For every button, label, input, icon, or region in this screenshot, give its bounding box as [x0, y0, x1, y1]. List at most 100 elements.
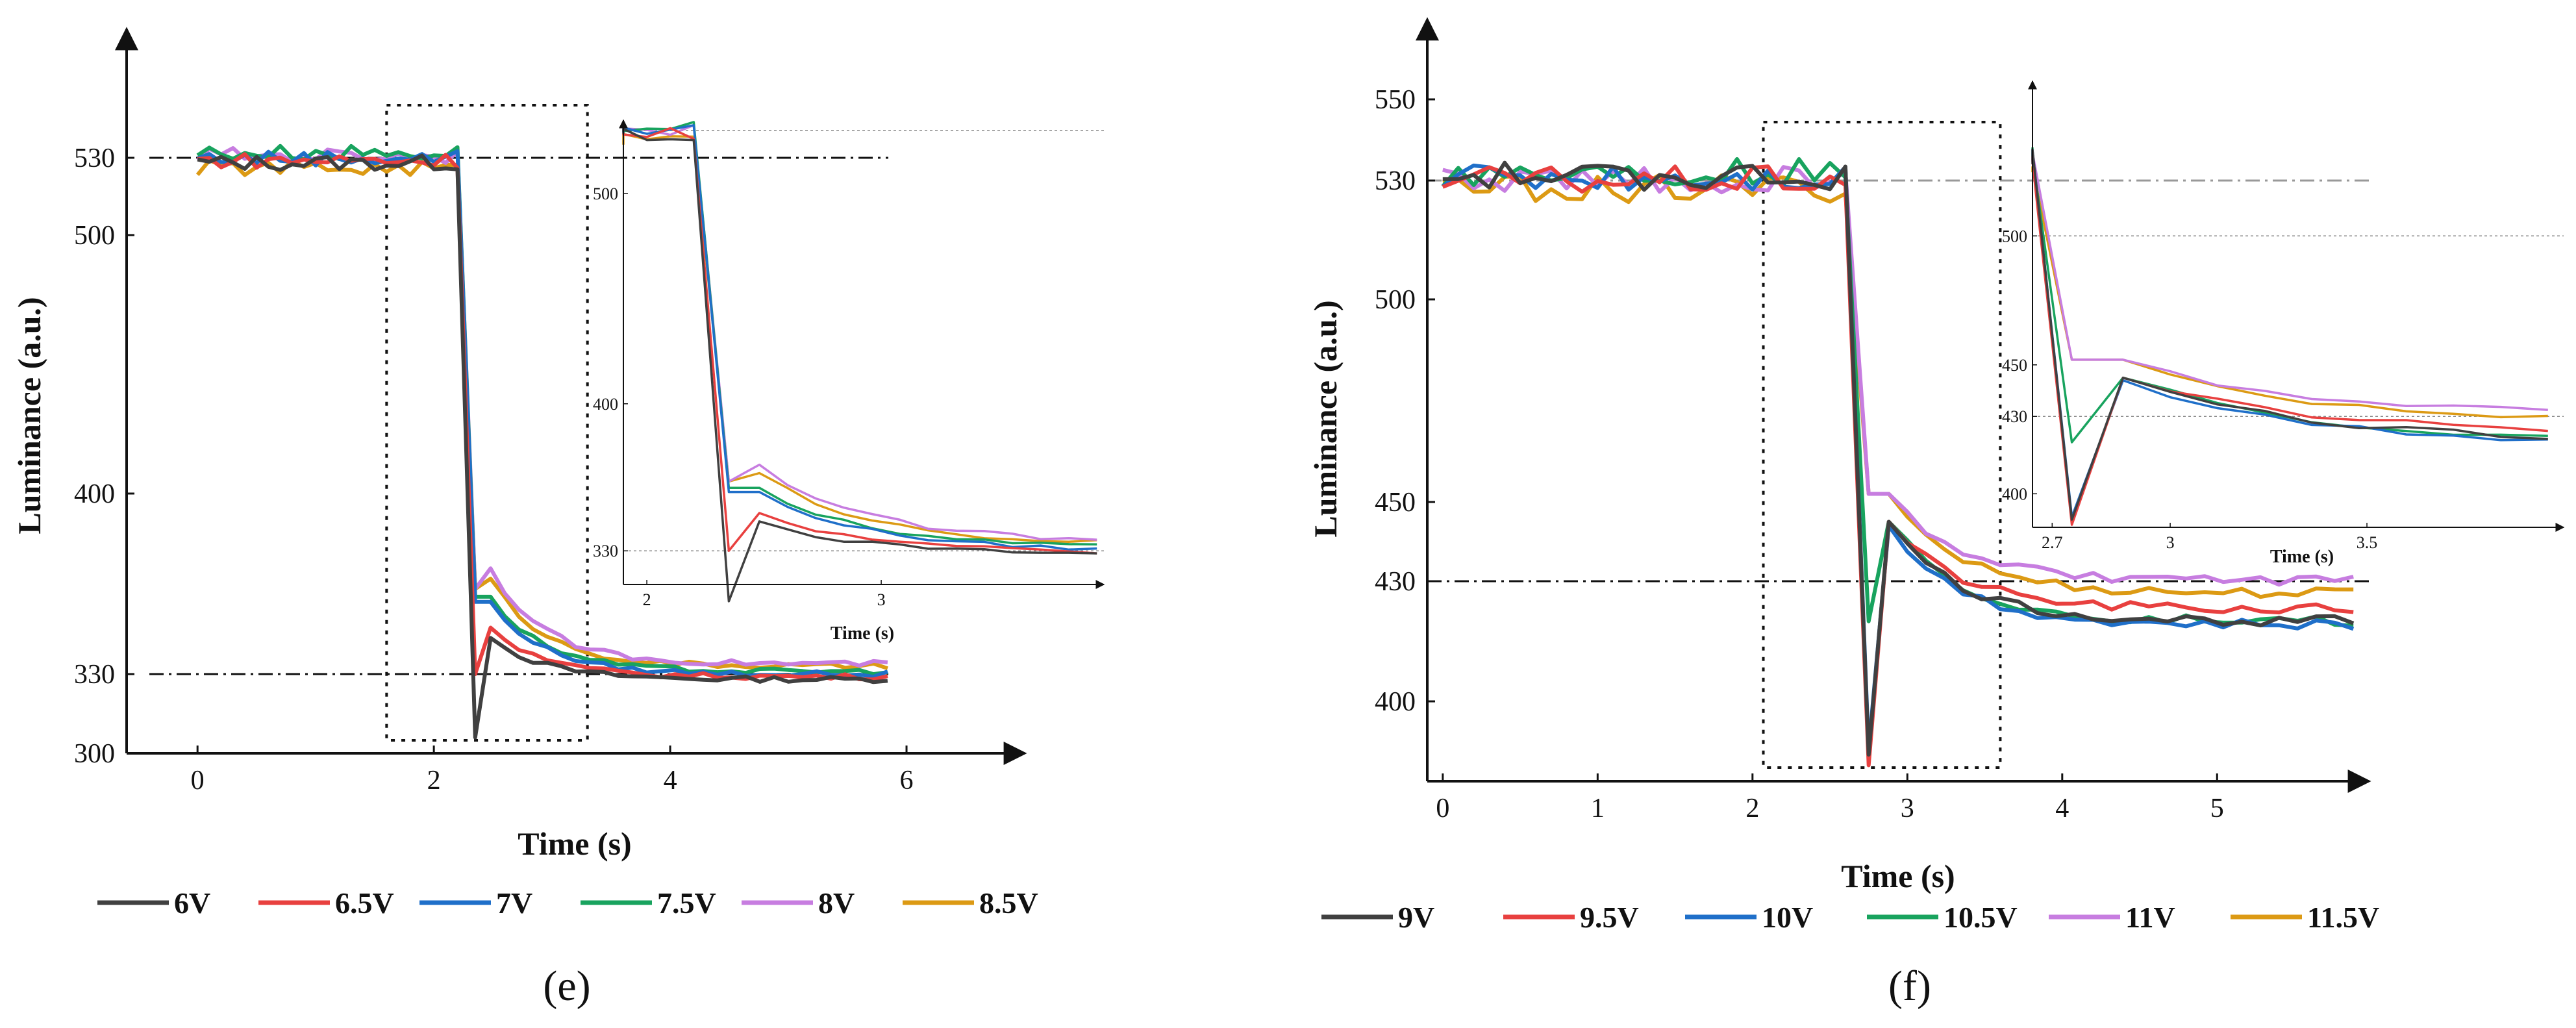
x-tick-label: 4 — [664, 766, 677, 796]
inset-y-tick-label: 430 — [2002, 407, 2027, 426]
series-line-8.5V — [195, 158, 888, 671]
series-line-10.5V — [1441, 157, 2354, 628]
highlight-box — [385, 104, 589, 742]
inset-series-line-8.5V — [622, 132, 1097, 544]
series-line-10V — [1441, 163, 2355, 751]
x-tick-label: 1 — [1591, 794, 1605, 823]
inset-series-line-6.5V — [622, 127, 1097, 555]
legend-label: 11.5V — [2307, 901, 2379, 934]
legend-item-9.5V: 9.5V — [1503, 901, 1639, 934]
series-lines — [195, 144, 888, 740]
inset-x-tick-label: 3 — [2166, 533, 2175, 552]
y-ticks: 400 430 450 500 530 550 — [1375, 85, 1435, 717]
chart-panel-f: 400 430 450 500 530 550 0 1 2 3 4 5 Time (s) Lumin… — [1307, 17, 2565, 1010]
series-line-8V — [196, 146, 888, 668]
x-ticks: 0 2 4 6 — [191, 746, 914, 796]
y-tick-label: 500 — [1375, 285, 1416, 315]
x-tick-label: 2 — [427, 766, 441, 796]
inset-x-tick-label: 2.7 — [2042, 533, 2063, 552]
inset-x-tick-label: 2 — [643, 590, 651, 609]
legend-label: 9.5V — [1580, 901, 1639, 934]
inset-reference-lines — [2032, 235, 2564, 417]
inset-x-tick-label: 3 — [877, 590, 886, 609]
inset-x-tick-label: 3.5 — [2357, 533, 2378, 552]
inset-series-line-10.5V — [2031, 147, 2548, 444]
legend-item-8.5V: 8.5V — [903, 886, 1038, 920]
x-tick-label: 5 — [2210, 794, 2224, 823]
y-tick-label: 450 — [1375, 488, 1416, 518]
series-line-7.5V — [196, 144, 888, 677]
legend-item-11V: 11V — [2049, 901, 2175, 934]
series-line-6V — [197, 153, 888, 740]
legend-label: 6V — [174, 886, 210, 920]
x-tick-label: 6 — [900, 766, 914, 796]
inset-series-line-9V — [2031, 148, 2548, 521]
axes — [1416, 17, 2371, 793]
inset-x-ticks: 2.7 3 3.5 — [2042, 523, 2377, 552]
reference-lines — [149, 157, 888, 675]
y-axis-label: Luminance (a.u.) — [1307, 300, 1344, 537]
legend-label: 11V — [2125, 901, 2175, 934]
inset-y-tick-label: 500 — [593, 184, 618, 203]
axes — [115, 27, 1027, 765]
legend-item-6V: 6V — [97, 886, 210, 920]
inset-axes — [2028, 80, 2565, 532]
inset-axes — [619, 119, 1105, 589]
series-line-9.5V — [1442, 164, 2354, 768]
inset-reference-lines — [623, 130, 1104, 551]
series-line-9V — [1442, 160, 2355, 757]
y-tick-label: 550 — [1375, 85, 1416, 115]
inset-series-line-11.5V — [2031, 166, 2548, 419]
series-line-7V — [197, 149, 888, 679]
inset-series-line-7.5V — [622, 121, 1097, 545]
x-tick-label: 0 — [191, 766, 205, 796]
series-lines — [1441, 157, 2355, 768]
y-tick-label: 500 — [74, 221, 115, 251]
x-tick-label: 4 — [2055, 794, 2069, 823]
x-axis-label: Time (s) — [518, 825, 631, 862]
series-line-6.5V — [197, 152, 888, 682]
inset-series-line-7V — [622, 124, 1097, 551]
legend: 9V 9.5V 10V 10.5V 11V 11.5V — [1321, 901, 2379, 934]
y-tick-label: 430 — [1375, 567, 1416, 597]
legend-item-7.5V: 7.5V — [581, 886, 716, 920]
panel-label-f: (f) — [1888, 962, 1931, 1010]
y-tick-label: 330 — [74, 660, 115, 690]
inset-y-tick-label: 500 — [2002, 227, 2027, 245]
inset-x-axis-label: Time (s) — [2270, 547, 2334, 567]
legend-item-8V: 8V — [742, 886, 855, 920]
series-line-11V — [1442, 165, 2354, 587]
inset-series-line-9.5V — [2031, 156, 2548, 526]
inset-chart: 400 430 450 500 2.7 3 3.5 Time (s) — [2002, 80, 2565, 567]
y-tick-label: 400 — [74, 479, 115, 509]
y-axis-label: Luminance (a.u.) — [11, 297, 47, 534]
x-ticks: 0 1 2 3 4 5 — [1436, 773, 2224, 823]
inset-series-line-6V — [622, 127, 1097, 603]
x-tick-label: 2 — [1745, 794, 1759, 823]
panel-label-e: (e) — [543, 962, 590, 1010]
legend-label: 10V — [1762, 901, 1813, 934]
inset-y-tick-label: 400 — [593, 395, 618, 414]
inset-y-ticks: 400 430 450 500 — [2002, 227, 2037, 503]
inset-series-lines — [622, 121, 1097, 603]
y-tick-label: 530 — [1375, 166, 1416, 196]
y-tick-label: 530 — [74, 144, 115, 173]
y-tick-label: 400 — [1375, 687, 1416, 717]
x-axis-label: Time (s) — [1841, 858, 1955, 894]
zoom-region-box — [1762, 121, 2002, 769]
inset-series-lines — [2031, 147, 2548, 526]
highlight-box — [1762, 121, 2002, 769]
legend-label: 9V — [1398, 901, 1434, 934]
inset-y-tick-label: 400 — [2002, 484, 2027, 503]
y-ticks: 300 330 400 500 530 — [74, 144, 134, 769]
legend-item-11.5V: 11.5V — [2231, 901, 2379, 934]
legend-label: 7.5V — [657, 886, 716, 920]
inset-series-line-8V — [622, 123, 1097, 541]
legend-label: 7V — [496, 886, 532, 920]
legend-item-10V: 10V — [1685, 901, 1813, 934]
x-tick-label: 3 — [1901, 794, 1914, 823]
inset-y-ticks: 330 400 500 — [593, 184, 628, 560]
